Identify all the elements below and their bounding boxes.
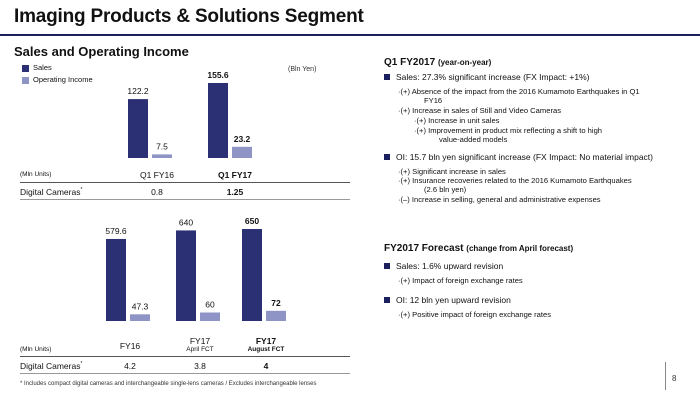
data-label-fy-sales-0: 579.6 — [105, 226, 127, 236]
bullet-square-icon — [384, 263, 390, 269]
footnote: * Includes compact digital cameras and i… — [20, 381, 317, 387]
table2-col-fy17-april-sub: April FCT — [186, 346, 214, 353]
bar-fy-sales-1 — [176, 230, 196, 321]
q1-sales-bullet: Sales: 27.3% significant increase (FX Im… — [384, 72, 589, 82]
data-label-q1-oi-0: 7.5 — [156, 141, 168, 151]
q1-oi-item: ·(+) Significant increase in sales — [398, 167, 506, 176]
bar-charts: 122.2 7.5 155.6 23.2 579.6 47.3 640 60 650 72 — [105, 70, 286, 321]
table2-unit-label: (Mln Units) — [20, 346, 52, 353]
data-label-q1-oi-1: 23.2 — [234, 134, 251, 144]
table2-rule-bottom — [20, 373, 350, 374]
forecast-sales-item: ·(+) Impact of foreign exchange rates — [398, 276, 523, 285]
q1-sales-item: ·(+) Increase in sales of Still and Vide… — [398, 106, 561, 115]
bullet-square-icon — [384, 154, 390, 160]
bar-fy-sales-0 — [106, 238, 126, 321]
forecast-heading: FY2017 Forecast (change from April forec… — [384, 243, 574, 254]
bar-fy-sales-2 — [242, 229, 262, 321]
data-label-fy-oi-2: 72 — [271, 298, 281, 308]
table2-rule-top — [20, 356, 350, 357]
table1-unit-label: (Mln Units) — [20, 171, 52, 178]
forecast-oi-bullet: OI: 12 bln yen upward revision — [384, 295, 511, 305]
table2-col-fy17-august-sub: August FCT — [247, 346, 285, 353]
forecast-oi-item: ·(+) Positive impact of foreign exchange… — [398, 310, 552, 319]
table1-col-q1fy17: Q1 FY17 — [217, 170, 253, 180]
q1-heading: Q1 FY2017 (year-on-year) — [384, 57, 492, 68]
unit-label: (Bln Yen) — [288, 66, 317, 73]
legend-item-sales: Sales — [22, 62, 93, 74]
bar-fy-oi-1 — [200, 312, 220, 321]
bar-q1-oi-0 — [152, 154, 172, 158]
page-number: 8 — [672, 374, 677, 383]
data-label-fy-sales-2: 650 — [245, 216, 259, 226]
legend-label-oi: Operating Income — [33, 75, 93, 84]
q1-oi-bullet: OI: 15.7 bln yen significant increase (F… — [384, 152, 653, 162]
table2-value-fy17-april: 3.8 — [194, 361, 206, 371]
q1-oi-item: ·(+) Insurance recoveries related to the… — [398, 176, 632, 185]
table2-value-fy16: 4.2 — [124, 361, 136, 371]
q1-sales-item: ·(+) Improvement in product mix reflecti… — [414, 126, 603, 135]
table1-rule-top — [20, 182, 350, 183]
table2-col-fy16: FY16 — [119, 341, 141, 351]
legend-item-oi: Operating Income — [22, 74, 93, 86]
chart-legend: Sales Operating Income — [22, 62, 93, 86]
bar-fy-oi-2 — [266, 310, 286, 321]
legend-label-sales: Sales — [33, 63, 52, 72]
q1-oi-item: (2.6 bln yen) — [424, 185, 467, 194]
table2-row-label: Digital Cameras* — [20, 361, 83, 371]
table1-col-q1fy16: Q1 FY16 — [139, 170, 175, 180]
q1-sales-item: value-added models — [439, 135, 508, 144]
page-number-divider — [665, 362, 666, 390]
q1-sales-item: ·(+) Increase in unit sales — [414, 116, 500, 125]
bar-q1-oi-1 — [232, 146, 252, 158]
legend-swatch-sales — [22, 64, 29, 72]
q1-sales-item: ·(+) Absence of the impact from the 2016… — [398, 87, 640, 96]
forecast-sales-bullet: Sales: 1.6% upward revision — [384, 261, 503, 271]
bar-q1-sales-1 — [208, 83, 228, 158]
bar-q1-sales-0 — [128, 99, 148, 158]
bullet-square-icon — [384, 297, 390, 303]
table1-value-q1fy16: 0.8 — [151, 187, 163, 197]
table2-col-fy17-april: FY17 — [189, 336, 211, 346]
q1-oi-item: ·(–) Increase in selling, general and ad… — [398, 195, 601, 204]
section-subtitle: Sales and Operating Income — [14, 44, 189, 59]
legend-swatch-oi — [22, 76, 29, 84]
data-label-fy-sales-1: 640 — [179, 217, 193, 227]
data-label-q1-sales-0: 122.2 — [127, 86, 149, 96]
q1-sales-item: FY16 — [424, 96, 443, 105]
title-divider — [0, 34, 700, 36]
bullet-square-icon — [384, 74, 390, 80]
table2-value-fy17-august: 4 — [263, 361, 269, 371]
table2-col-fy17-august: FY17 — [255, 336, 277, 346]
bar-fy-oi-0 — [130, 314, 150, 321]
page-title: Imaging Products & Solutions Segment — [14, 6, 364, 27]
table1-value-q1fy17: 1.25 — [226, 187, 244, 197]
data-label-fy-oi-0: 47.3 — [132, 301, 149, 311]
data-label-q1-sales-1: 155.6 — [207, 70, 229, 80]
data-label-fy-oi-1: 60 — [205, 300, 215, 310]
table1-row-label: Digital Cameras* — [20, 187, 83, 197]
table1-rule-bottom — [20, 199, 350, 200]
